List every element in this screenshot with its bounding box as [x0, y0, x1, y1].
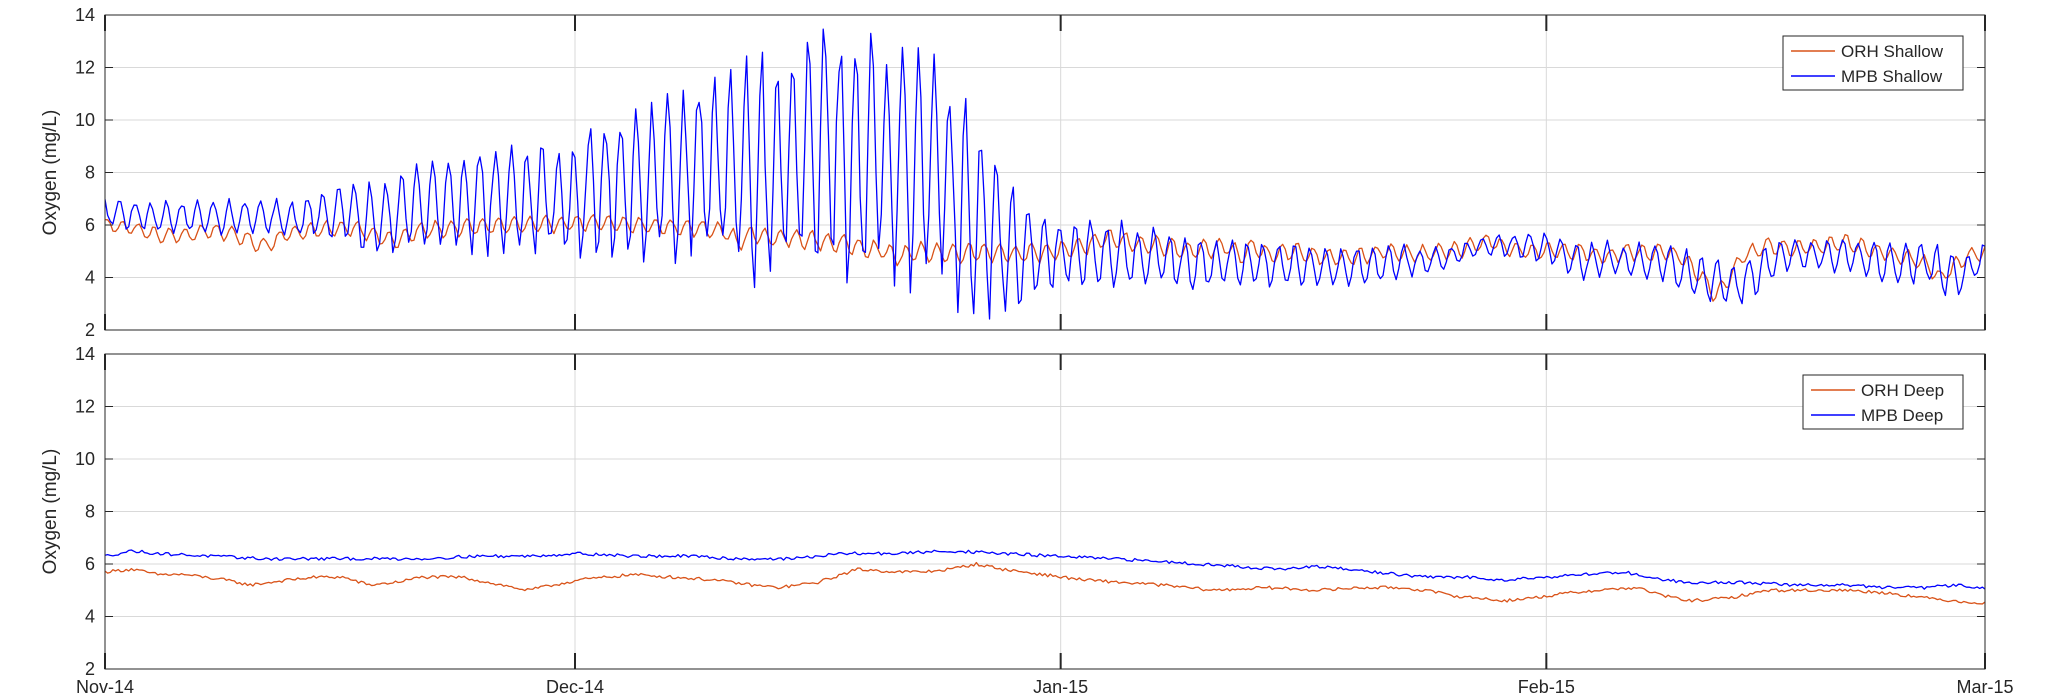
- x-tick-label: Nov-14: [76, 677, 134, 696]
- x-tick-label: Jan-15: [1033, 677, 1088, 696]
- legend-label: MPB Deep: [1861, 406, 1943, 425]
- legend-item-orh-shallow: ORH Shallow: [1791, 42, 1944, 61]
- y-tick-label: 10: [75, 110, 95, 130]
- legend-label: MPB Shallow: [1841, 67, 1943, 86]
- y-tick-label: 8: [85, 163, 95, 183]
- y-tick-label: 6: [85, 554, 95, 574]
- y-tick-label: 2: [85, 659, 95, 679]
- legend-item-mpb-deep: MPB Deep: [1811, 406, 1943, 425]
- legend-box: [1802, 374, 1964, 430]
- y-axis-label: Oxygen (mg/L): [40, 110, 61, 236]
- y-tick-label: 4: [85, 268, 95, 288]
- legend-item-mpb-shallow: MPB Shallow: [1791, 67, 1943, 86]
- x-tick-label: Dec-14: [546, 677, 604, 696]
- x-tick-label: Mar-15: [1956, 677, 2013, 696]
- series-group: [105, 28, 1985, 320]
- legend-label: ORH Shallow: [1841, 42, 1944, 61]
- y-tick-label: 14: [75, 344, 95, 364]
- legend-item-orh-deep: ORH Deep: [1811, 381, 1944, 400]
- series-line-mpb-deep: [105, 549, 1985, 590]
- legend-box: [1782, 35, 1964, 91]
- legend-label: ORH Deep: [1861, 381, 1944, 400]
- y-axis-label: Oxygen (mg/L): [40, 449, 61, 575]
- deep-panel: 2 4 6 8 10 12 14 Nov-14 Dec-14 Jan-15 Feb-15 Mar-15…: [40, 344, 2014, 696]
- y-tick-label: 2: [85, 320, 95, 340]
- legend: ORH Deep MPB Deep: [1802, 374, 1964, 430]
- y-tick-label: 12: [75, 58, 95, 78]
- y-tick-label: 10: [75, 449, 95, 469]
- legend: ORH Shallow MPB Shallow: [1782, 35, 1964, 91]
- series-line-orh-deep: [105, 561, 1985, 605]
- x-tick-label: Feb-15: [1518, 677, 1575, 696]
- series-line-mpb-shallow: [105, 28, 1985, 320]
- series-group: [105, 549, 1985, 605]
- y-tick-label: 12: [75, 397, 95, 417]
- y-tick-label: 4: [85, 607, 95, 627]
- y-tick-label: 6: [85, 215, 95, 235]
- y-tick-label: 14: [75, 5, 95, 25]
- y-tick-label: 8: [85, 502, 95, 522]
- shallow-panel: 2 4 6 8 10 12 14 Oxygen (mg/L) ORH Shallow MPB Sh…: [40, 5, 1986, 340]
